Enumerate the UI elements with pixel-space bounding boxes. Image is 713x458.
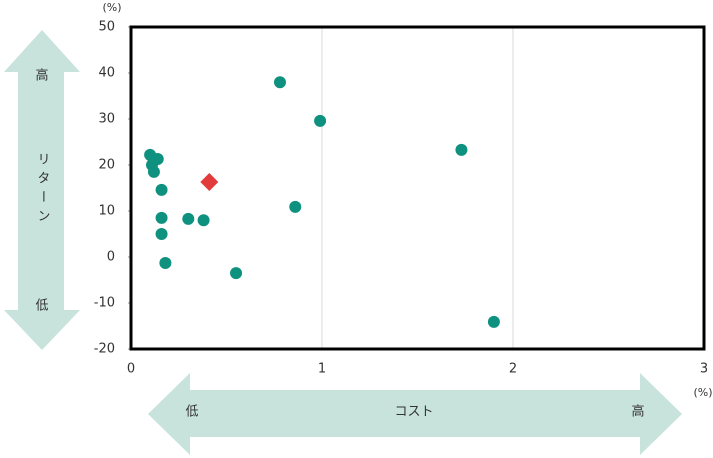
point [230,267,243,280]
point [289,200,302,213]
point [147,165,160,178]
point [273,76,286,89]
y-tick-label: -20 [94,342,115,357]
x-unit: (%) [693,386,712,399]
y-tick-label: 20 [98,158,115,173]
y-arrow-high: 高 [35,68,48,84]
point [200,173,219,192]
y-arrow [4,30,80,350]
x-tick-label: 1 [318,362,326,377]
y-arrow-label: リターン [35,152,50,228]
x-arrow-high: 高 [631,404,644,420]
x-arrow-low: 低 [185,405,198,420]
y-tick-label: 30 [98,112,115,127]
point [455,143,468,156]
y-arrow-low: 低 [35,299,48,314]
x-tick-label: 0 [127,362,135,377]
point [155,183,168,196]
point [487,315,500,328]
point [314,114,327,127]
y-tick-label: 0 [107,250,115,265]
x-arrow-label: コスト [394,405,433,420]
x-tick-label: 3 [700,362,708,377]
point [182,212,195,225]
point [197,214,210,227]
plot-border [129,25,706,351]
point [155,228,168,240]
x-arrow [148,373,682,455]
y-tick-label: -10 [94,296,115,311]
x-tick-label: 2 [509,362,517,377]
y-unit: (%) [102,1,121,14]
y-tick-label: 10 [98,204,115,219]
y-tick-label: 40 [98,66,115,81]
y-tick-label: 50 [98,20,115,35]
point [155,211,168,224]
point [159,256,172,269]
